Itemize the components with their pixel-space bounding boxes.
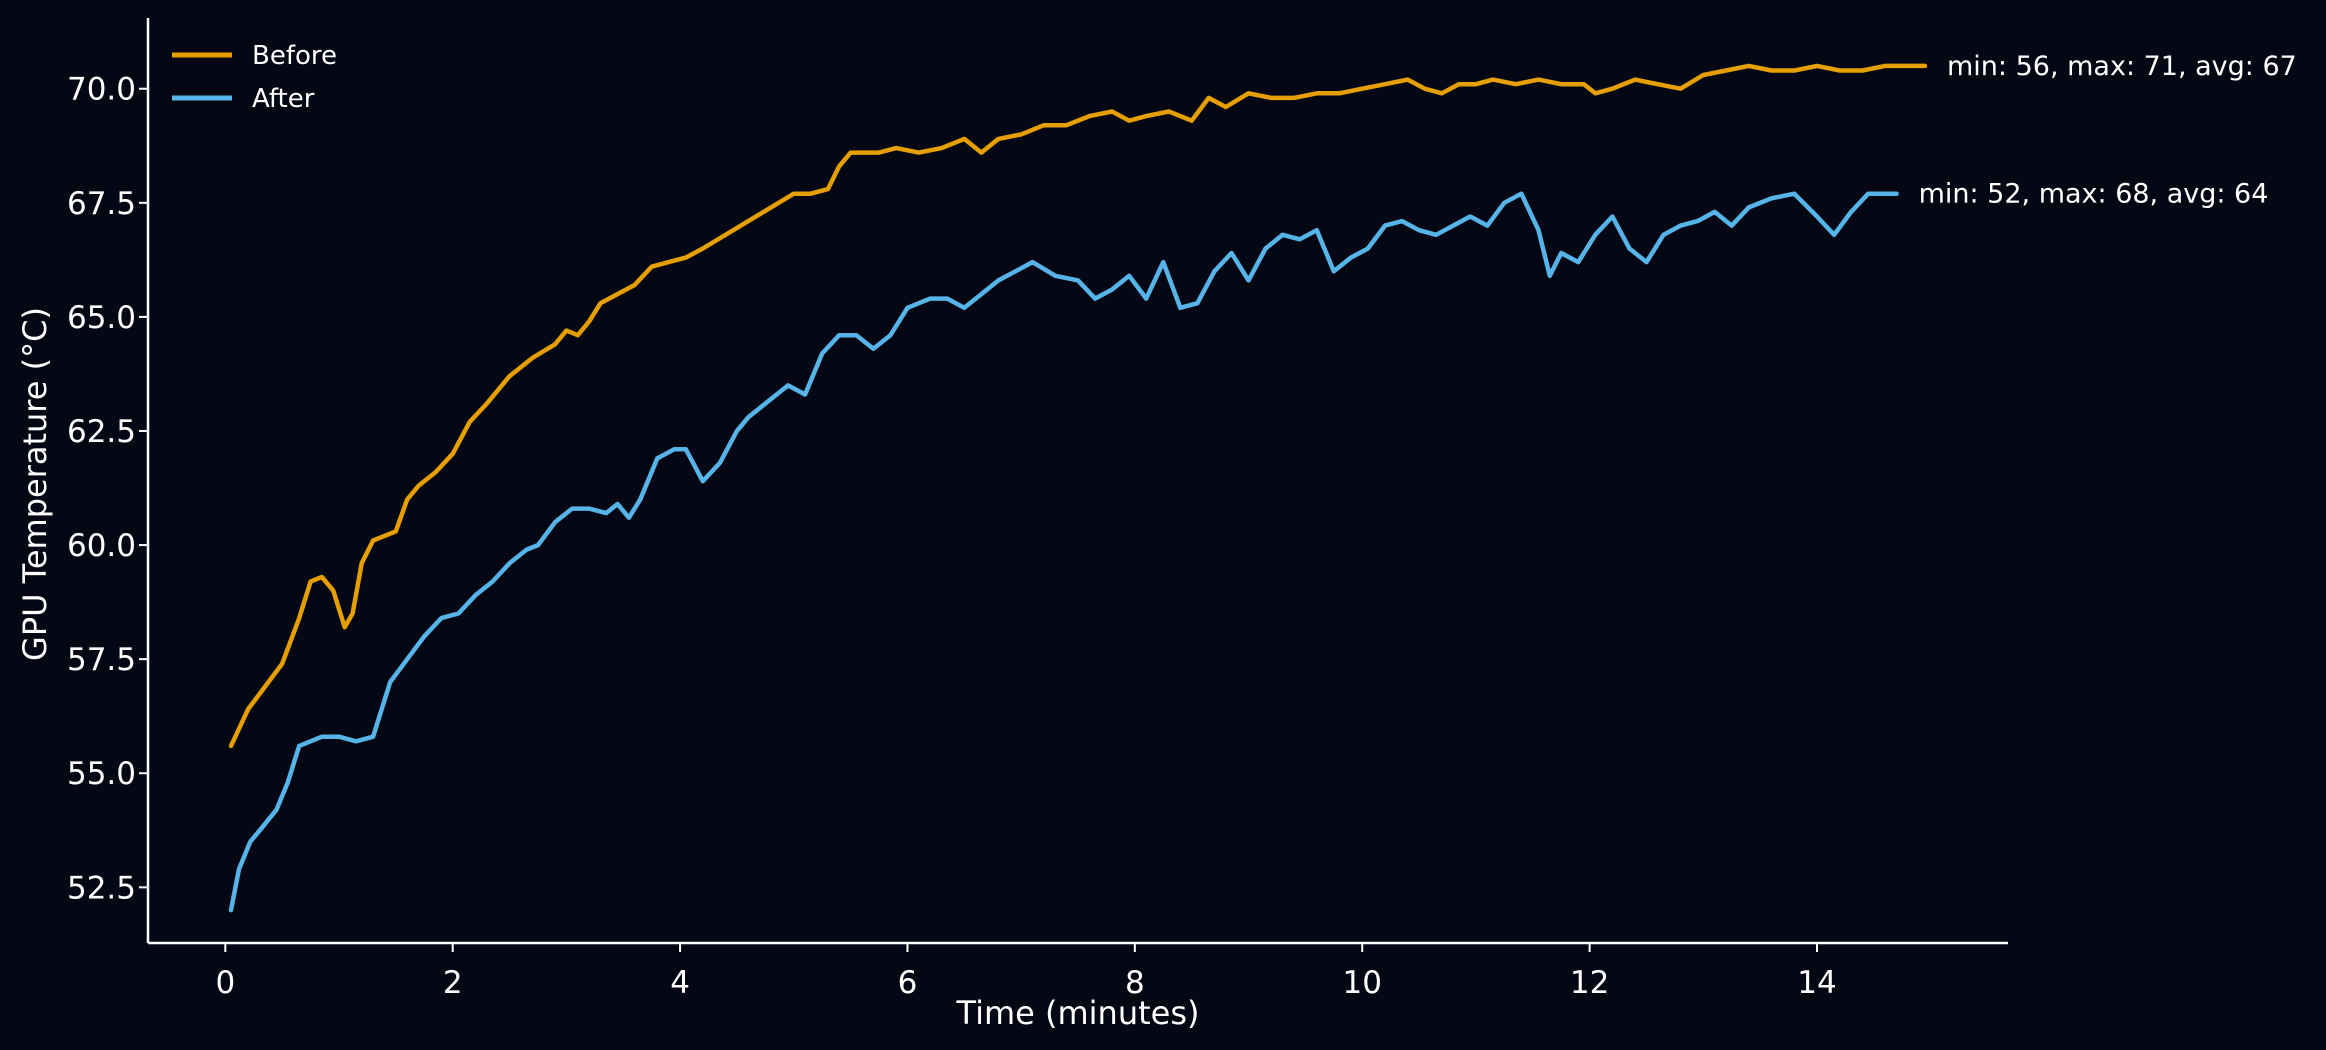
end-label-after: min: 52, max: 68, avg: 64 xyxy=(1919,179,2269,210)
legend-label-after: After xyxy=(252,84,315,114)
series-line-before xyxy=(228,63,1928,749)
y-tick-label: 70.0 xyxy=(67,72,136,108)
plot-area xyxy=(228,63,1928,913)
y-tick-label: 67.5 xyxy=(67,186,136,222)
y-axis-ticks: 52.5 55.0 57.5 60.0 62.5 65.0 67.5 70.0 xyxy=(67,72,148,906)
y-tick-label: 62.5 xyxy=(67,414,136,450)
legend: Before After xyxy=(172,41,337,114)
x-tick-label: 0 xyxy=(215,965,235,1001)
y-tick-label: 60.0 xyxy=(67,528,136,564)
y-tick-label: 57.5 xyxy=(67,642,136,678)
y-tick-label: 65.0 xyxy=(67,300,136,336)
x-tick-label: 6 xyxy=(898,965,918,1001)
x-tick-label: 4 xyxy=(670,965,690,1001)
x-axis-ticks: 0 2 4 6 8 10 12 14 xyxy=(215,943,1837,1001)
end-label-before: min: 56, max: 71, avg: 67 xyxy=(1947,51,2297,82)
legend-label-before: Before xyxy=(252,41,337,71)
y-tick-label: 55.0 xyxy=(67,756,136,792)
x-tick-label: 14 xyxy=(1797,965,1836,1001)
x-tick-label: 8 xyxy=(1125,965,1145,1001)
y-axis-title: GPU Temperature (°C) xyxy=(16,307,54,661)
x-tick-label: 12 xyxy=(1570,965,1609,1001)
end-labels: min: 56, max: 71, avg: 67 min: 52, max: 6… xyxy=(1919,51,2297,210)
x-tick-label: 2 xyxy=(443,965,463,1001)
x-axis-title: Time (minutes) xyxy=(956,994,1200,1032)
x-tick-label: 10 xyxy=(1343,965,1382,1001)
y-tick-label: 52.5 xyxy=(67,870,136,906)
series-line-after xyxy=(228,191,1899,913)
